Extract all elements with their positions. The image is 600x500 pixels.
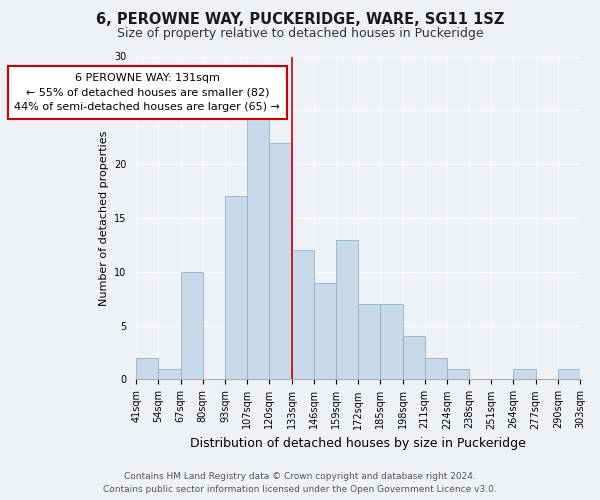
Bar (358, 304, 380, 380)
X-axis label: Distribution of detached houses by size in Puckeridge: Distribution of detached houses by size … (190, 437, 526, 450)
Bar (314, 282, 336, 380)
Bar (514, 368, 536, 380)
Bar (447, 368, 469, 380)
Bar (136, 358, 158, 380)
Bar (247, 110, 269, 380)
Bar (225, 196, 247, 380)
Bar (558, 368, 580, 380)
Bar (425, 358, 447, 380)
Bar (380, 304, 403, 380)
Y-axis label: Number of detached properties: Number of detached properties (98, 130, 109, 306)
Text: Size of property relative to detached houses in Puckeridge: Size of property relative to detached ho… (116, 28, 484, 40)
Bar (292, 250, 314, 380)
Bar (403, 336, 425, 380)
Text: 6, PEROWNE WAY, PUCKERIDGE, WARE, SG11 1SZ: 6, PEROWNE WAY, PUCKERIDGE, WARE, SG11 1… (96, 12, 504, 28)
Bar (158, 368, 181, 380)
Bar (336, 240, 358, 380)
Text: Contains HM Land Registry data © Crown copyright and database right 2024.
Contai: Contains HM Land Registry data © Crown c… (103, 472, 497, 494)
Bar (269, 142, 292, 380)
Bar (181, 272, 203, 380)
Text: 6 PEROWNE WAY: 131sqm
← 55% of detached houses are smaller (82)
44% of semi-deta: 6 PEROWNE WAY: 131sqm ← 55% of detached … (14, 72, 280, 112)
